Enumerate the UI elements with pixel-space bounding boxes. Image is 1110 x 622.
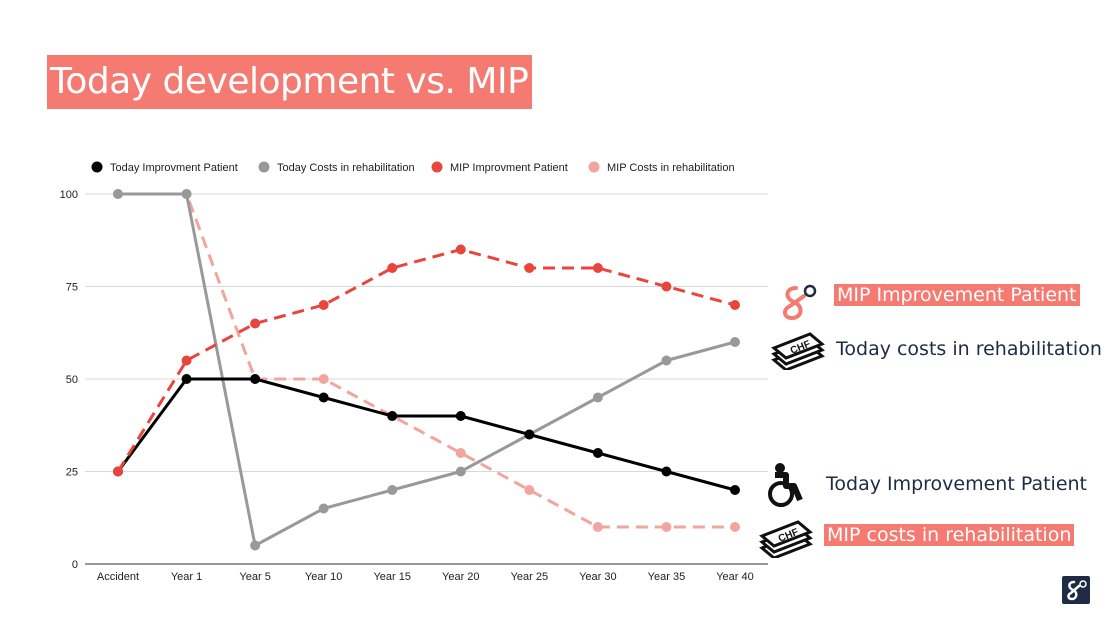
- x-tick-label: Accident: [97, 571, 139, 583]
- x-tick-label: Year 20: [442, 571, 480, 583]
- data-point: [592, 448, 603, 458]
- y-tick-label: 50: [66, 374, 78, 386]
- legend-label: Today Improvment Patient: [110, 162, 238, 174]
- y-tick-label: 0: [72, 559, 78, 571]
- data-point: [318, 374, 329, 384]
- data-point: [661, 522, 672, 532]
- data-point: [250, 318, 261, 329]
- legend-label: MIP Improvment Patient: [450, 162, 568, 174]
- data-point: [181, 355, 192, 366]
- data-point: [318, 392, 329, 403]
- data-point: [113, 189, 123, 199]
- data-point: [730, 337, 740, 347]
- data-point: [661, 281, 672, 292]
- x-tick-label: Year 5: [239, 571, 270, 583]
- data-point: [592, 392, 603, 403]
- data-point: [455, 411, 466, 421]
- x-tick-label: Year 30: [579, 571, 617, 583]
- data-point: [730, 522, 740, 532]
- data-point: [455, 466, 466, 477]
- x-axis-ticks: Accident Year 1 Year 5 Year 10 Year 15 Year 2…: [97, 571, 754, 583]
- data-point: [250, 374, 261, 384]
- mip-patient-label: MIP Improvement Patient: [834, 284, 1080, 306]
- x-tick-label: Year 25: [511, 571, 549, 583]
- data-point: [387, 263, 398, 273]
- legend-label: MIP Costs in rehabilitation: [607, 162, 735, 174]
- today-costs-label: Today costs in rehabilitation: [836, 338, 1102, 360]
- x-tick-label: Year 15: [373, 571, 411, 583]
- legend-marker: [431, 161, 443, 173]
- today-patient-label: Today Improvement Patient: [826, 473, 1087, 495]
- x-tick-label: Year 40: [716, 571, 754, 583]
- data-point: [524, 429, 535, 440]
- data-point: [524, 485, 535, 495]
- data-point: [318, 300, 329, 310]
- chart-series: [113, 189, 740, 551]
- x-tick-label: Year 10: [305, 571, 343, 583]
- data-point: [387, 485, 398, 495]
- data-point: [661, 466, 672, 477]
- mip-logo-icon: [783, 284, 817, 321]
- wheelchair-icon: [768, 463, 803, 507]
- x-tick-label: Year 1: [171, 571, 202, 583]
- data-point: [455, 244, 466, 255]
- data-point: [592, 263, 603, 273]
- mip-logo-icon: [1067, 580, 1087, 601]
- data-point: [250, 540, 261, 551]
- data-point: [181, 189, 192, 199]
- data-point: [730, 300, 740, 310]
- data-point: [730, 485, 740, 495]
- legend-marker: [91, 161, 103, 173]
- data-point: [387, 411, 398, 421]
- legend-label: Today Costs in rehabilitation: [277, 162, 415, 174]
- data-point: [592, 522, 603, 532]
- y-tick-label: 25: [66, 467, 78, 479]
- money-stack-icon: CHF: [759, 520, 813, 558]
- y-tick-label: 75: [66, 282, 78, 294]
- chart-legend: Today Improvment Patient Today Costs in r…: [91, 161, 735, 174]
- mip-costs-label: MIP costs in rehabilitation: [824, 524, 1075, 546]
- x-tick-label: Year 35: [648, 571, 686, 583]
- series-line: [116, 248, 736, 473]
- y-tick-label: 100: [60, 189, 78, 201]
- series-line: [118, 192, 735, 529]
- money-stack-icon: CHF: [771, 332, 825, 370]
- data-point: [318, 503, 329, 514]
- data-point: [113, 466, 123, 477]
- series-line: [116, 377, 736, 492]
- legend-marker: [258, 161, 270, 173]
- slide-title: Today development vs. MIP: [47, 55, 533, 109]
- data-point: [181, 374, 192, 384]
- data-point: [524, 263, 535, 273]
- series-line: [118, 192, 736, 547]
- chart-grid: [85, 193, 768, 565]
- y-axis-ticks: 0 25 50 75 100: [60, 189, 78, 571]
- brand-logo: [1062, 576, 1090, 604]
- data-point: [661, 355, 672, 366]
- data-point: [455, 448, 466, 458]
- legend-marker: [588, 161, 600, 173]
